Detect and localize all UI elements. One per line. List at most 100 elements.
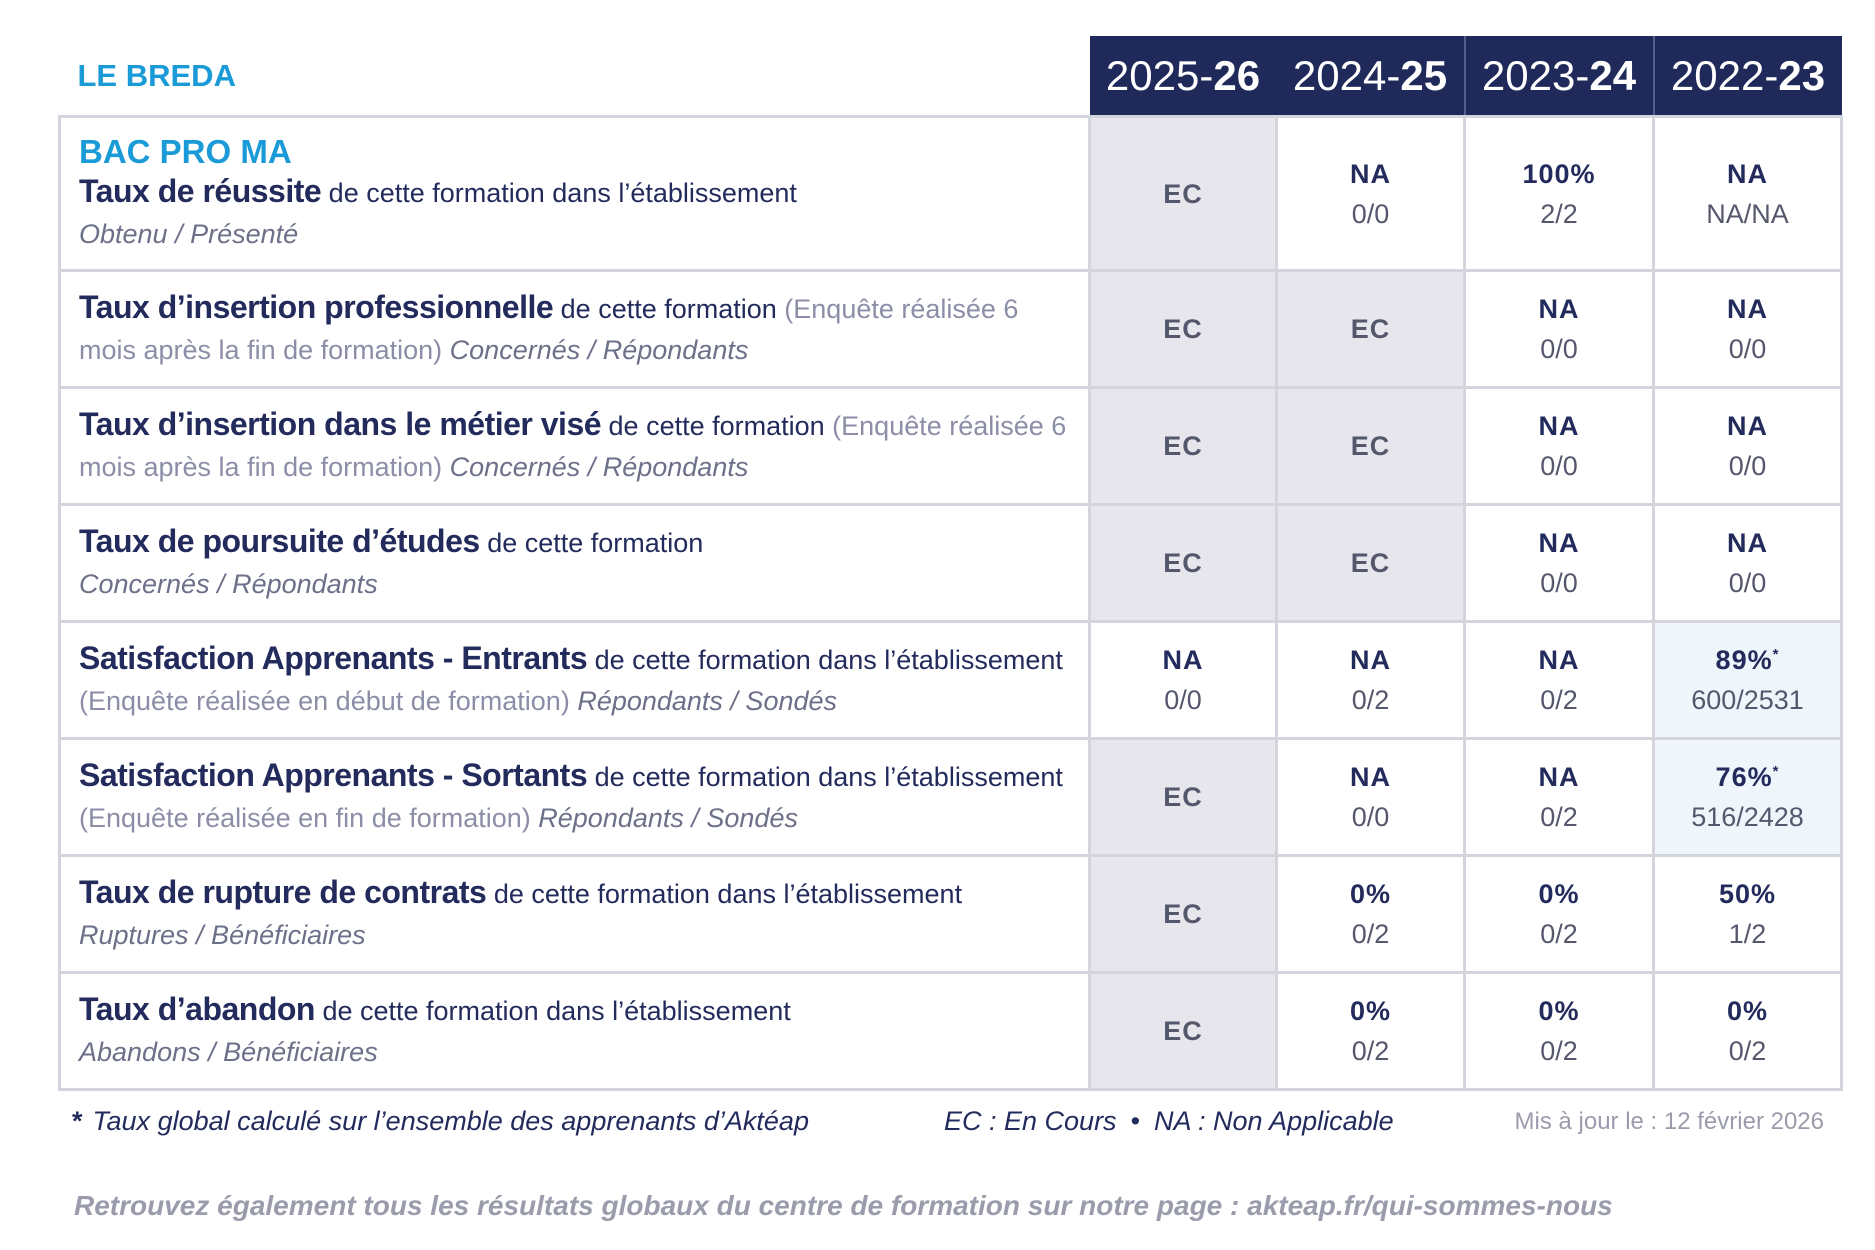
results-table: LE BREDA 2025-26 2024-25 2023-24 2022-23 BA… (58, 36, 1843, 1091)
main-value: EC (1278, 543, 1463, 583)
main-value: 0% (1655, 991, 1840, 1031)
main-value: EC (1091, 174, 1275, 214)
header-row: LE BREDA 2025-26 2024-25 2023-24 2022-23 (60, 36, 1842, 117)
year-start: 2024- (1292, 51, 1401, 99)
ratio: 0/2 (1540, 802, 1578, 832)
separator: • (1130, 1106, 1141, 1136)
value-cell: 76%* 516/2428 (1652, 737, 1843, 857)
value-cell: NA 0/0 (1652, 386, 1843, 506)
main-value: NA (1655, 154, 1840, 194)
main-text: EC (1163, 431, 1203, 461)
year-header: 2023-24 (1463, 36, 1654, 117)
legend: EC : En Cours • NA : Non Applicable (944, 1106, 1394, 1137)
main-value: NA (1466, 289, 1652, 329)
value-cell: NA 0/0 (1463, 269, 1655, 389)
footnote: * Taux global calculé sur l’ensemble des … (72, 1106, 809, 1137)
main-value: 0% (1466, 991, 1652, 1031)
ratio: 0/2 (1540, 1036, 1578, 1066)
value-cell: NA 0/0 (1652, 503, 1843, 623)
main-value: 0% (1466, 874, 1652, 914)
main-text: NA (1538, 411, 1580, 441)
table-row: Taux d’insertion professionnelle de cett… (58, 269, 1843, 389)
row-label: Satisfaction Apprenants - Sortants de ce… (58, 737, 1091, 857)
main-text: NA (1727, 158, 1768, 189)
indicator-name: Taux d’insertion professionnelle (79, 289, 554, 325)
main-value: 0% (1278, 874, 1463, 914)
ratio: 0/0 (1351, 198, 1390, 229)
main-value: EC (1091, 1011, 1275, 1051)
ratio: 2/2 (1540, 198, 1578, 229)
footnote-mark: * (1772, 763, 1780, 780)
row-label: Taux d’insertion professionnelle de cett… (58, 269, 1091, 389)
formation-name: BAC PRO MA (79, 132, 292, 170)
value-cell: NA 0/0 (1275, 115, 1466, 272)
indicator-name: Taux d’abandon (79, 991, 315, 1027)
value-cell: NA 0/0 (1275, 737, 1466, 857)
main-value: NA (1091, 640, 1275, 680)
footnote-mark: * (72, 1106, 83, 1136)
measure: Répondants / Sondés (530, 803, 798, 833)
value-cell: 89%* 600/2531 (1652, 620, 1843, 740)
table-row: Taux de poursuite d’études de cette form… (58, 503, 1843, 623)
value-cell: NA 0/0 (1463, 503, 1655, 623)
measure: Concernés / Répondants (79, 569, 378, 599)
main-value: NA (1466, 640, 1652, 680)
indicator-text: de cette formation dans l’établissement (321, 177, 797, 208)
value-cell: 0% 0/2 (1275, 854, 1466, 974)
row-label: Taux de rupture de contrats de cette for… (58, 854, 1091, 974)
main-text: NA (1727, 528, 1768, 558)
indicator-text: de cette formation dans l’établissement (587, 645, 1063, 675)
main-value: NA (1278, 640, 1463, 680)
main-text: 76% (1715, 762, 1773, 792)
legend-item: NA : Non Applicable (1154, 1106, 1394, 1136)
survey-note: (Enquête réalisée en début de formation) (79, 686, 570, 716)
value-cell: NA NA/NA (1652, 115, 1843, 272)
main-text: 0% (1349, 996, 1392, 1026)
legend-item: EC : En Cours (944, 1106, 1117, 1136)
ratio: 0/2 (1351, 1036, 1390, 1066)
year-header: 2025-26 (1089, 36, 1277, 117)
main-text: 89% (1715, 645, 1773, 675)
main-value: 50% (1655, 874, 1840, 914)
survey-note: (Enquête réalisée 6 mois après la fin de… (79, 411, 1067, 482)
main-text: 50% (1718, 879, 1777, 909)
year-header: 2024-25 (1276, 36, 1465, 117)
indicator-text: de cette formation (553, 294, 785, 324)
main-value: EC (1091, 894, 1275, 934)
main-text: 0% (1538, 996, 1580, 1026)
main-text: 100% (1522, 158, 1596, 189)
year-start: 2023- (1481, 51, 1590, 99)
indicator-name: Satisfaction Apprenants - Entrants (79, 640, 588, 676)
indicator-text: de cette formation dans l’établissement (486, 879, 963, 909)
ratio: 0/2 (1540, 919, 1578, 949)
main-value: EC (1091, 309, 1275, 349)
main-value: EC (1278, 426, 1463, 466)
ratio: 0/0 (1540, 451, 1578, 481)
measure: Répondants / Sondés (569, 686, 838, 716)
ratio: 0/0 (1164, 685, 1202, 715)
main-text: EC (1163, 1016, 1203, 1046)
year-start: 2022- (1670, 51, 1779, 99)
main-text: NA (1162, 645, 1204, 675)
measure: Concernés / Répondants (442, 452, 749, 482)
value-cell: 0% 0/2 (1275, 971, 1466, 1091)
ratio: 0/0 (1728, 451, 1767, 481)
year-end: 25 (1400, 51, 1448, 99)
table-row: Satisfaction Apprenants - Sortants de ce… (58, 737, 1843, 857)
main-text: EC (1163, 314, 1203, 344)
main-text: NA (1350, 645, 1391, 675)
main-text: EC (1350, 314, 1391, 344)
value-cell: EC (1275, 503, 1466, 623)
value-cell: EC (1088, 115, 1278, 272)
ratio: 0/0 (1540, 568, 1578, 598)
main-text: NA (1350, 158, 1391, 189)
measure: Concernés / Répondants (442, 335, 749, 365)
indicator-text: de cette formation (479, 528, 704, 558)
measure: Obtenu / Présenté (79, 218, 299, 249)
value-cell: EC (1088, 971, 1278, 1091)
main-value: NA (1655, 406, 1840, 446)
row-label: Taux d’insertion dans le métier visé de … (58, 386, 1091, 506)
ratio: 0/0 (1728, 568, 1767, 598)
